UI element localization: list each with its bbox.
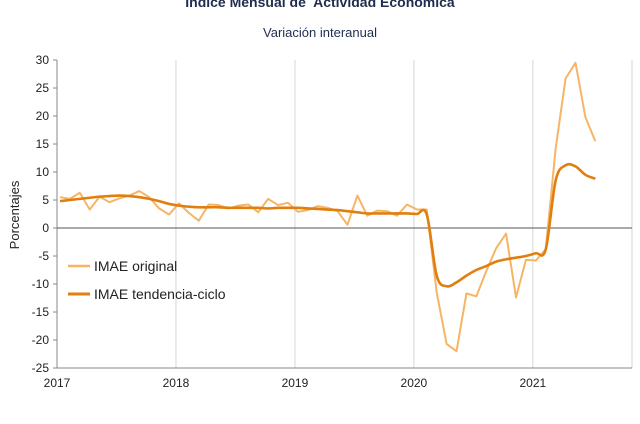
y-tick-label: 30 <box>36 53 50 67</box>
y-tick-label: -10 <box>32 277 50 291</box>
x-tick-label: 2017 <box>44 376 71 390</box>
y-tick-label: -25 <box>32 361 50 375</box>
y-tick-label: 10 <box>36 165 50 179</box>
chart-subtitle: Variación interanual <box>263 25 377 40</box>
x-tick-label: 2019 <box>282 376 309 390</box>
y-tick-label: 15 <box>36 137 50 151</box>
y-tick-label: -5 <box>38 249 49 263</box>
x-tick-label: 2018 <box>163 376 190 390</box>
y-tick-label: -15 <box>32 305 50 319</box>
x-tick-label: 2021 <box>520 376 547 390</box>
legend-label: IMAE tendencia-ciclo <box>94 286 226 302</box>
y-tick-label: 0 <box>42 221 49 235</box>
y-tick-label: 5 <box>42 193 49 207</box>
x-tick-label: 2020 <box>401 376 428 390</box>
y-tick-label: 25 <box>36 81 50 95</box>
y-axis-label: Porcentajes <box>7 180 22 249</box>
y-tick-label: -20 <box>32 333 50 347</box>
series-layer <box>59 61 597 353</box>
axis-layer: 2017 2018 2019 2020 2021 30 25 20 15 10 5 0 -5 -10 -15… <box>32 53 632 390</box>
legend-label: IMAE original <box>94 258 177 274</box>
chart-title: Indice Mensual de Actividad Económica <box>185 0 455 10</box>
legend: IMAE original IMAE tendencia-ciclo <box>68 258 226 302</box>
y-tick-label: 20 <box>36 109 50 123</box>
series-line-imae-original <box>59 61 597 353</box>
